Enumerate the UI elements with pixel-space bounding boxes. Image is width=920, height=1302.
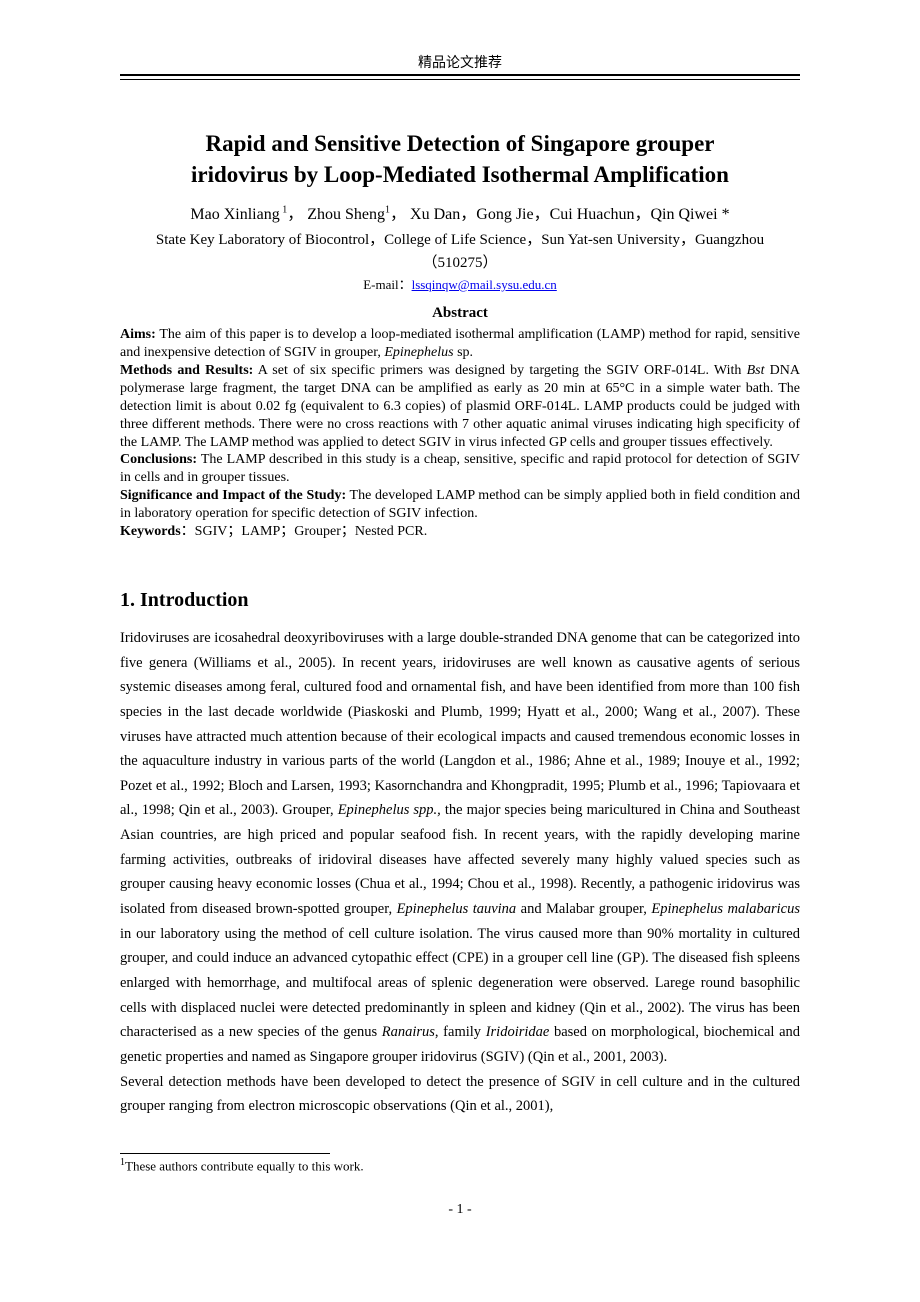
- author-2-sup: 1: [385, 205, 390, 216]
- aims-label: Aims:: [120, 327, 156, 342]
- methods-text-1: A set of six specific primers was design…: [253, 363, 746, 378]
- affiliation-line-2: （510275）: [120, 251, 800, 272]
- title-line-2: iridovirus by Loop-Mediated Isothermal A…: [191, 162, 729, 187]
- p1-i4: Ranairus: [382, 1024, 435, 1040]
- author-4: Gong Jie: [476, 206, 533, 223]
- keywords-line: Keywords：SGIV；LAMP；Grouper；Nested PCR.: [120, 523, 800, 541]
- abstract-block: Aims: The aim of this paper is to develo…: [120, 326, 800, 541]
- footnote-rule: [120, 1153, 330, 1154]
- affiliation-line-1: State Key Laboratory of Biocontrol，Colle…: [120, 228, 800, 249]
- p1-i3: Epinephelus malabaricus: [651, 901, 800, 917]
- aims-text-2: sp.: [454, 345, 473, 360]
- section-1-heading: 1. Introduction: [120, 589, 800, 612]
- abstract-significance: Significance and Impact of the Study: Th…: [120, 487, 800, 523]
- abstract-methods: Methods and Results: A set of six specif…: [120, 362, 800, 452]
- p1c: and Malabar grouper,: [516, 901, 651, 917]
- intro-paragraph-2: Several detection methods have been deve…: [120, 1070, 800, 1119]
- page-number: - 1 -: [120, 1202, 800, 1218]
- abstract-conclusions: Conclusions: The LAMP described in this …: [120, 451, 800, 487]
- author-5: Cui Huachun: [550, 206, 635, 223]
- paper-title: Rapid and Sensitive Detection of Singapo…: [120, 128, 800, 190]
- title-line-1: Rapid and Sensitive Detection of Singapo…: [205, 131, 714, 156]
- p1-i1: Epinephelus spp.,: [338, 802, 441, 818]
- p1a: Iridoviruses are icosahedral deoxyribovi…: [120, 630, 800, 818]
- abstract-heading: Abstract: [120, 305, 800, 322]
- section-1-body: Iridoviruses are icosahedral deoxyribovi…: [120, 626, 800, 1119]
- footnote: 1These authors contribute equally to thi…: [120, 1157, 800, 1174]
- email-link[interactable]: lssqinqw@mail.sysu.edu.cn: [412, 277, 557, 292]
- author-1-sup: 1: [280, 205, 288, 216]
- header-rule: [120, 74, 800, 80]
- footnote-text: These authors contribute equally to this…: [125, 1158, 364, 1173]
- p1-i5: Iridoiridae: [486, 1024, 550, 1040]
- author-3: Xu Dan: [410, 206, 460, 223]
- author-6: Qin Qiwei *: [651, 206, 730, 223]
- page-container: 精品论文推荐 Rapid and Sensitive Detection of …: [0, 0, 920, 1258]
- aims-italic: Epinephelus: [384, 345, 453, 360]
- p1-i2: Epinephelus tauvina: [397, 901, 517, 917]
- keywords-text: ：SGIV；LAMP；Grouper；Nested PCR.: [181, 524, 428, 539]
- abstract-aims: Aims: The aim of this paper is to develo…: [120, 326, 800, 362]
- significance-label: Significance and Impact of the Study:: [120, 488, 346, 503]
- conclusions-label: Conclusions:: [120, 452, 197, 467]
- email-line: E-mail：lssqinqw@mail.sysu.edu.cn: [120, 274, 800, 293]
- intro-paragraph-1: Iridoviruses are icosahedral deoxyribovi…: [120, 626, 800, 1070]
- keywords-label: Keywords: [120, 524, 181, 539]
- methods-label: Methods and Results:: [120, 363, 253, 378]
- conclusions-text: The LAMP described in this study is a ch…: [120, 452, 800, 485]
- p1e: , family: [435, 1024, 486, 1040]
- author-2: Zhou Sheng: [307, 206, 385, 223]
- author-line: Mao Xinliang 1， Zhou Sheng1， Xu Dan，Gong…: [120, 200, 800, 224]
- email-prefix: E-mail：: [363, 277, 411, 292]
- running-header: 精品论文推荐: [120, 52, 800, 72]
- author-1: Mao Xinliang: [190, 206, 279, 223]
- methods-italic: Bst: [747, 363, 765, 378]
- p1b: the major species being maricultured in …: [120, 802, 800, 917]
